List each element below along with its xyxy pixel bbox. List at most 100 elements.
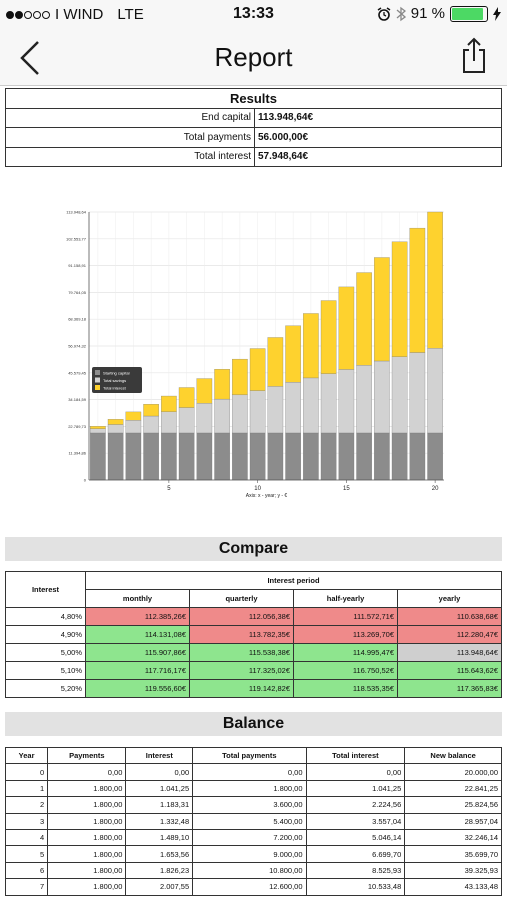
balance-cell: 3.557,04 [305, 812, 406, 830]
period-header: quarterly [189, 589, 294, 608]
y-tick-label: 91.158,91 [68, 263, 87, 268]
balance-cell: 9.000,00 [192, 845, 307, 863]
battery-icon [450, 5, 488, 22]
compare-value: 119.556,60€ [85, 679, 190, 698]
compare-value: 117.325,02€ [189, 661, 294, 680]
legend-label: Total savings [103, 378, 126, 383]
balance-cell: 1.826,23 [125, 861, 194, 880]
chart-bar [90, 432, 106, 481]
chart-bar [374, 432, 390, 481]
balance-cell: 1.800,00 [47, 861, 127, 880]
result-label: End capital [5, 107, 255, 128]
compare-value: 114.995,47€ [293, 643, 398, 662]
compare-body: 4,80% 112.385,26€ 112.056,38€ 111.572,71€ 11… [5, 607, 502, 698]
balance-column-header: New balance [404, 746, 502, 765]
chart-bar [409, 227, 426, 353]
chart-bar [409, 352, 426, 434]
interest-header: Interest [5, 571, 86, 608]
period-header: yearly [397, 589, 502, 608]
balance-cell: 32.246,14 [404, 828, 502, 847]
compare-value: 114.131,08€ [85, 625, 190, 644]
chart-bar [90, 426, 106, 429]
chart-bar [161, 411, 177, 434]
table-row: 5 1.800,00 1.653,56 9.000,00 6.699,70 35.699,… [4, 845, 502, 863]
interest-rate: 4,80% [5, 607, 86, 626]
x-axis-label: Axis: x - year; y - € [246, 493, 288, 499]
chart-bar [214, 398, 230, 434]
chart-bar [249, 348, 266, 391]
interest-rate: 5,20% [5, 679, 86, 698]
balance-cell: 35.699,70 [404, 845, 502, 863]
compare-value: 113.948,64€ [397, 643, 502, 662]
chart-bar [338, 432, 355, 481]
compare-value: 117.365,83€ [397, 679, 502, 698]
navigation-bar: Report [0, 30, 507, 86]
chart-bar [196, 432, 213, 481]
compare-value: 113.269,70€ [293, 625, 398, 644]
interest-rate: 4,90% [5, 625, 86, 644]
alarm-icon [377, 6, 391, 21]
compare-value: 110.638,68€ [397, 607, 502, 626]
compare-value: 115.643,62€ [397, 661, 502, 680]
period-header: half-yearly [293, 589, 398, 608]
compare-value: 111.572,71€ [293, 607, 398, 626]
balance-cell: 39.325,93 [404, 861, 502, 880]
table-row: 2 1.800,00 1.183,31 3.600,00 2.224,56 25.824,… [4, 796, 502, 814]
balance-cell: 6 [4, 861, 49, 880]
result-label: Total interest [5, 146, 255, 167]
chart-bar [196, 403, 213, 434]
share-icon[interactable] [459, 36, 489, 76]
balance-cell: 1.332,48 [125, 812, 194, 830]
table-row: 5,00% 115.907,86€ 115.538,38€ 114.995,47€ 11… [5, 643, 502, 662]
balance-cell: 1.800,00 [47, 796, 127, 814]
chart-bar [356, 365, 372, 434]
charging-icon [493, 6, 501, 21]
compare-value: 117.716,17€ [85, 661, 190, 680]
y-tick-label: 56.974,32 [68, 344, 87, 349]
balance-body: 0 0,00 0,00 0,00 0,00 20.000,00 1 1.800,00 1.041… [4, 763, 502, 896]
battery-percent: 91 % [410, 5, 445, 22]
balance-cell: 1.800,00 [47, 828, 127, 847]
balance-cell: 5.046,14 [305, 828, 406, 847]
y-tick-label: 68.369,18 [68, 317, 87, 322]
balance-cell: 1.653,56 [125, 845, 194, 863]
balance-cell: 3.600,00 [192, 796, 307, 814]
balance-cell: 43.133,48 [404, 878, 502, 896]
balance-cell: 12.600,00 [192, 878, 307, 896]
compare-value: 112.280,47€ [397, 625, 502, 644]
chart-bar [409, 432, 426, 481]
x-tick-label: 15 [343, 486, 350, 492]
balance-cell: 7 [4, 878, 49, 896]
y-tick-label: 0 [84, 478, 87, 483]
result-value: 57.948,64€ [254, 146, 502, 167]
chart-bar [125, 432, 142, 481]
table-row: Total payments 56.000,00€ [5, 127, 502, 148]
chart-bar [374, 360, 390, 434]
chart-bar [178, 407, 195, 434]
chart-bar [391, 432, 408, 481]
interest-rate: 5,10% [5, 661, 86, 680]
chart-bar [338, 286, 355, 370]
compare-value: 112.385,26€ [85, 607, 190, 626]
y-tick-label: 22.789,73 [68, 424, 87, 429]
chart-bar [320, 432, 337, 481]
chart-bar [232, 358, 248, 396]
chart-bar [427, 348, 443, 434]
x-tick-label: 20 [432, 486, 439, 492]
results-title: Results [5, 88, 502, 109]
chart-bar [161, 395, 177, 412]
table-row: 5,20% 119.556,60€ 119.142,82€ 118.535,35€ 11… [5, 679, 502, 698]
chart-bar [285, 432, 301, 481]
chart-bar [249, 432, 266, 481]
chart-bar [303, 377, 319, 434]
status-time: 13:33 [233, 5, 274, 22]
results-table: Results End capital 113.948,64€ Total pay… [5, 88, 502, 167]
balance-cell: 1.489,10 [125, 828, 194, 847]
balance-cell: 1.800,00 [192, 779, 307, 798]
table-row: 4,80% 112.385,26€ 112.056,38€ 111.572,71€ 11… [5, 607, 502, 626]
back-arrow-icon[interactable] [16, 38, 46, 78]
y-tick-label: 11.394,86 [69, 451, 87, 456]
chart-bar [196, 378, 213, 404]
status-bar: I WIND LTE 13:33 91 % [0, 0, 507, 30]
carrier-name: I WIND [55, 6, 104, 23]
